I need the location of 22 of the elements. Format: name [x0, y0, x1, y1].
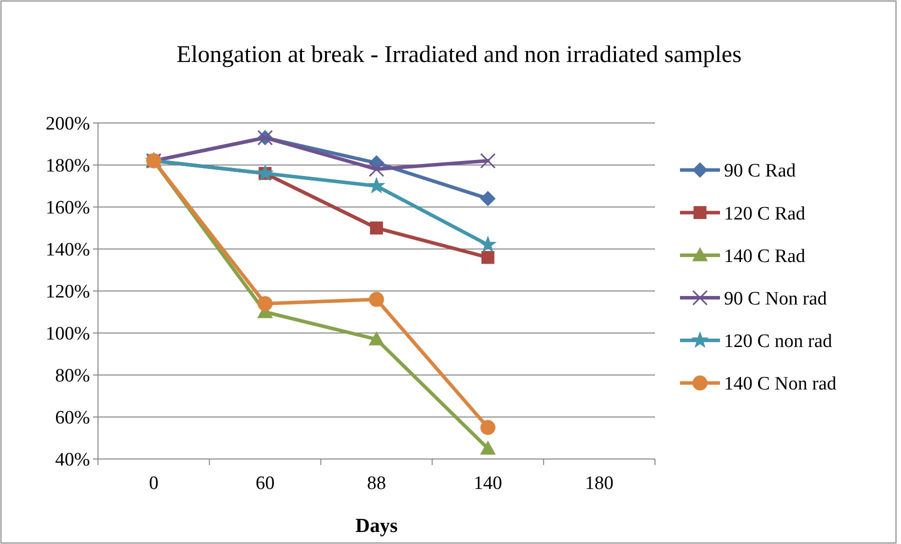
y-tick-label: 140%	[46, 240, 90, 261]
legend-label: 90 C Rad	[724, 160, 796, 182]
legend-label: 120 C Rad	[724, 203, 806, 224]
x-axis-title: Days	[355, 515, 398, 537]
legend-label: 90 C Non rad	[724, 288, 828, 310]
y-tick-label: 100%	[46, 324, 90, 345]
chart-title: Elongation at break - Irradiated and non irradiated samples	[176, 42, 742, 68]
x-tick-label: 88	[367, 473, 386, 494]
x-tick-label: 180	[585, 473, 614, 494]
y-tick-label: 60%	[55, 408, 90, 429]
y-tick-label: 180%	[46, 156, 90, 177]
legend-label: 120 C non rad	[724, 331, 833, 352]
legend-label: 140 C Non rad	[724, 374, 837, 395]
legend-label: 140 C Rad	[724, 246, 806, 267]
y-tick-label: 80%	[55, 366, 90, 387]
y-tick-label: 40%	[55, 450, 90, 471]
x-tick-label: 0	[148, 473, 158, 494]
y-tick-label: 120%	[46, 282, 90, 303]
y-tick-label: 160%	[46, 198, 90, 219]
x-tick-label: 140	[474, 473, 502, 494]
x-tick-label: 60	[256, 473, 275, 494]
y-tick-label: 200%	[46, 114, 90, 135]
